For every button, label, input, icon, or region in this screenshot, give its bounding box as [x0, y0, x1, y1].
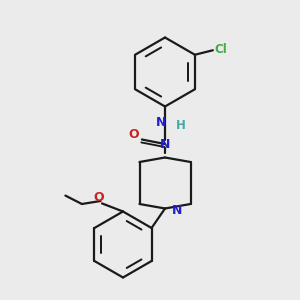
Text: N: N: [160, 138, 170, 151]
Text: N: N: [156, 116, 167, 130]
Text: O: O: [129, 128, 140, 141]
Text: H: H: [176, 119, 185, 132]
Text: Cl: Cl: [214, 43, 227, 56]
Text: O: O: [94, 191, 104, 204]
Text: N: N: [172, 203, 182, 217]
